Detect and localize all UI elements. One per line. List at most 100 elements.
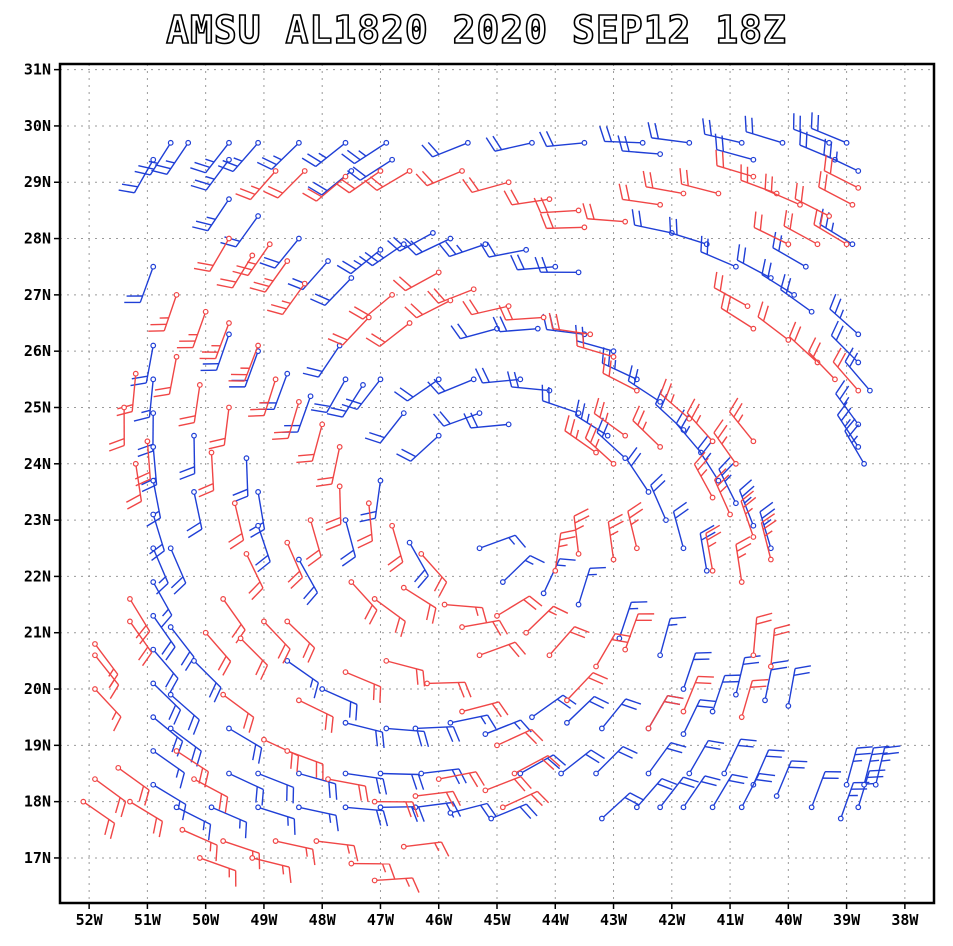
wind-barb: [191, 657, 222, 703]
wind-barb: [341, 376, 384, 411]
wind-barb: [810, 112, 850, 146]
wind-barb: [404, 297, 454, 319]
wind-barb: [622, 613, 655, 653]
wind-barb: [593, 745, 638, 777]
wind-barb: [672, 501, 689, 552]
wind-barb: [829, 293, 862, 338]
wind-barb: [680, 651, 712, 692]
wind-barb: [327, 314, 372, 346]
wind-barb: [593, 397, 629, 439]
wind-barb: [284, 539, 304, 590]
wind-barb: [284, 657, 320, 699]
wind-barb: [259, 235, 302, 269]
wind-barb: [150, 646, 179, 693]
wind-barb: [371, 596, 406, 637]
wind-barb: [823, 138, 862, 174]
wind-barb: [740, 490, 757, 540]
wind-barb: [447, 714, 497, 730]
wind-barb: [432, 410, 483, 427]
wind-barb: [226, 770, 265, 806]
x-tick-label: 43W: [600, 911, 628, 929]
wind-barb: [167, 624, 195, 672]
wind-barb: [506, 371, 553, 394]
wind-barb: [499, 555, 545, 585]
wind-barb: [118, 156, 157, 194]
wind-barb: [767, 624, 791, 670]
wind-barb: [479, 241, 530, 258]
wind-barb: [808, 771, 842, 811]
wind-barb: [396, 432, 442, 462]
wind-barb: [631, 209, 675, 236]
wind-barb: [686, 739, 725, 777]
wind-barb: [255, 770, 295, 804]
wind-barb: [715, 149, 757, 180]
wind-barb: [533, 197, 582, 214]
wind-barb: [510, 254, 559, 271]
wind-barb: [178, 382, 203, 427]
wind-barb: [412, 725, 461, 743]
wind-barb: [335, 168, 384, 194]
wind-barb: [450, 323, 500, 340]
wind-barb: [783, 210, 821, 248]
wind-barb: [738, 479, 757, 529]
y-tick-label: 17N: [24, 849, 51, 867]
wind-barb: [92, 776, 127, 818]
wind-barb: [728, 397, 757, 445]
wind-barb: [633, 777, 678, 811]
wind-barb: [713, 468, 733, 518]
wind-barb: [835, 380, 862, 428]
wind-barb: [598, 792, 645, 822]
wind-barb: [179, 826, 218, 862]
wind-barb: [249, 258, 291, 293]
wind-barb: [342, 719, 385, 749]
y-tick-label: 24N: [24, 455, 51, 473]
wind-barb: [167, 725, 202, 767]
x-tick-label: 40W: [775, 911, 803, 929]
wind-barb: [836, 401, 862, 450]
wind-barb: [301, 139, 349, 168]
wind-barb: [575, 324, 617, 355]
wind-barb: [400, 584, 437, 624]
wind-barb: [208, 804, 248, 839]
wind-barb: [494, 595, 543, 619]
wind-barb: [190, 139, 232, 174]
wind-barb: [365, 320, 413, 348]
wind-barb: [418, 550, 448, 597]
wind-barb: [198, 449, 215, 498]
y-tick-label: 28N: [24, 230, 51, 248]
wind-barb: [618, 183, 664, 208]
barb-series-0: [118, 112, 901, 841]
wind-barb: [645, 742, 687, 777]
wind-barb: [669, 216, 710, 248]
wind-barb: [220, 838, 261, 870]
wind-barb: [650, 473, 669, 524]
wind-barb: [326, 382, 366, 418]
wind-barb: [336, 246, 384, 275]
wind-barb: [146, 477, 162, 527]
wind-barb: [686, 398, 716, 445]
wind-barb: [108, 404, 127, 452]
y-tick-label: 27N: [24, 286, 51, 304]
wind-barb: [371, 877, 420, 893]
wind-barb: [657, 776, 699, 811]
wind-barb: [647, 122, 693, 146]
wind-barb: [124, 263, 157, 304]
wind-barb: [202, 629, 232, 676]
wind-barb: [287, 258, 331, 291]
wind-barb: [511, 755, 561, 777]
wind-barb: [220, 691, 255, 733]
wind-barb: [232, 455, 250, 503]
wind-barb: [371, 798, 419, 818]
wind-barb: [228, 342, 262, 382]
wind-barb: [832, 347, 862, 394]
wind-barb: [596, 417, 629, 462]
wind-barb: [482, 775, 532, 794]
wind-barb: [348, 291, 396, 320]
wind-barb: [447, 802, 497, 819]
wind-barb: [697, 435, 722, 484]
wind-barb: [261, 736, 300, 772]
wind-barb: [284, 748, 324, 781]
wind-barb: [807, 337, 838, 383]
wind-barb: [208, 404, 232, 450]
wind-barb: [325, 776, 369, 802]
